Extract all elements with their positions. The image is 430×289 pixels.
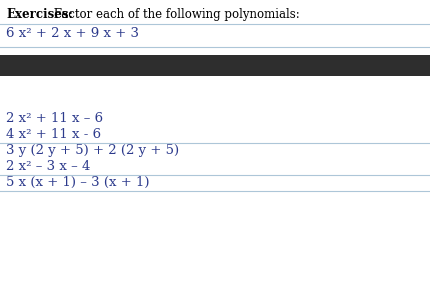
Bar — [0, 55, 430, 76]
Text: 5 x (x + 1) – 3 (x + 1): 5 x (x + 1) – 3 (x + 1) — [6, 176, 150, 189]
Text: Exercises:: Exercises: — [6, 8, 73, 21]
Text: Factor each of the following polynomials:: Factor each of the following polynomials… — [50, 8, 300, 21]
Text: 4 x² + 11 x - 6: 4 x² + 11 x - 6 — [6, 128, 101, 141]
Text: 6 x² + 2 x + 9 x + 3: 6 x² + 2 x + 9 x + 3 — [6, 27, 139, 40]
Text: 3 y (2 y + 5) + 2 (2 y + 5): 3 y (2 y + 5) + 2 (2 y + 5) — [6, 144, 179, 157]
Text: 2 x² – 3 x – 4: 2 x² – 3 x – 4 — [6, 160, 90, 173]
Text: 2 x² + 11 x – 6: 2 x² + 11 x – 6 — [6, 112, 103, 125]
